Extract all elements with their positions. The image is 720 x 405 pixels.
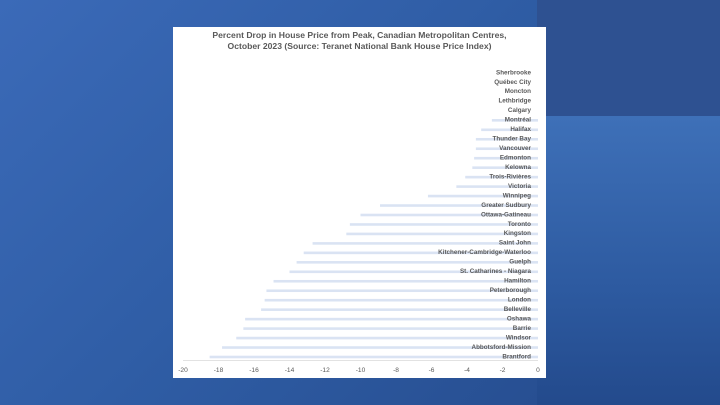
background-panel-top [537,0,720,116]
bar [481,128,538,132]
category-label: Kitchener-Cambridge-Waterloo [438,249,531,256]
category-label: Vancouver [499,145,531,152]
bar [264,298,538,302]
bar [475,137,538,141]
x-tick-label: -10 [356,367,366,374]
category-label: Moncton [505,88,531,95]
bar [245,317,538,321]
category-label: Montréal [505,117,531,124]
bar [236,336,538,340]
x-tick-label: -16 [249,367,259,374]
category-label: Guelph [509,259,531,266]
chart-title: Percent Drop in House Price from Peak, C… [173,30,546,52]
bar [303,251,538,255]
category-label: Hamilton [504,278,531,285]
chart-card: Percent Drop in House Price from Peak, C… [173,27,546,378]
category-label: Barrie [513,325,532,332]
category-label: Greater Sudbury [481,202,531,209]
bar [312,242,538,245]
bar [465,175,538,179]
bar [266,289,538,293]
bar [222,346,539,349]
category-label: Kingston [504,230,531,237]
x-tick-label: -12 [320,367,330,374]
chart-title-line-2: October 2023 (Source: Teranet National B… [227,41,492,51]
bar [427,194,538,198]
bar [456,185,538,188]
bar [360,213,538,217]
category-label: Victoria [508,183,531,190]
category-label: Windsor [506,334,532,341]
category-label: Oshawa [507,315,532,322]
category-label: Toronto [508,221,531,228]
category-label: Kelowna [505,164,531,171]
category-label: Belleville [504,306,532,313]
category-label: Abbotsford-Mission [472,344,532,351]
bar [491,119,538,122]
category-label: Lethbridge [498,98,531,105]
category-label: Sherbrooke [496,69,531,76]
category-label: St. Catharines - Niagara [460,268,532,275]
x-tick-label: -6 [429,367,435,374]
bar [261,308,538,311]
x-tick-label: -4 [464,367,470,374]
x-tick-label: -20 [178,367,188,374]
bar-chart: Sherbrooke Québec City Moncton Lethbridge Ca… [178,69,540,374]
bar [474,156,538,160]
category-label: Peterborough [490,287,531,294]
category-label: Halifax [510,126,531,133]
x-tick-label: -18 [214,367,224,374]
category-label: Edmonton [500,155,531,162]
x-tick-label: -8 [393,367,399,374]
category-label: Saint John [499,240,531,247]
x-tick-label: -14 [285,367,295,374]
bar [273,279,538,283]
category-label: London [508,297,531,304]
background-panel-right [537,116,720,405]
category-label: Winnipeg [503,192,531,199]
category-label: Ottawa-Gatineau [481,211,531,218]
bar [475,147,538,151]
bar [349,223,538,226]
bar [472,166,538,169]
bar [296,261,538,264]
category-label: Thunder Bay [493,136,532,143]
x-tick-label: -2 [500,367,506,374]
category-label: Trois-Rivières [489,173,531,180]
bar [289,270,538,274]
bar [380,204,538,207]
bar [209,355,538,359]
category-label: Québec City [494,79,531,86]
chart-title-line-1: Percent Drop in House Price from Peak, C… [212,30,507,40]
category-label: Calgary [508,107,532,114]
x-tick-label: 0 [536,367,540,374]
bar [243,327,538,330]
bar [346,232,538,236]
category-label: Brantford [502,353,531,360]
